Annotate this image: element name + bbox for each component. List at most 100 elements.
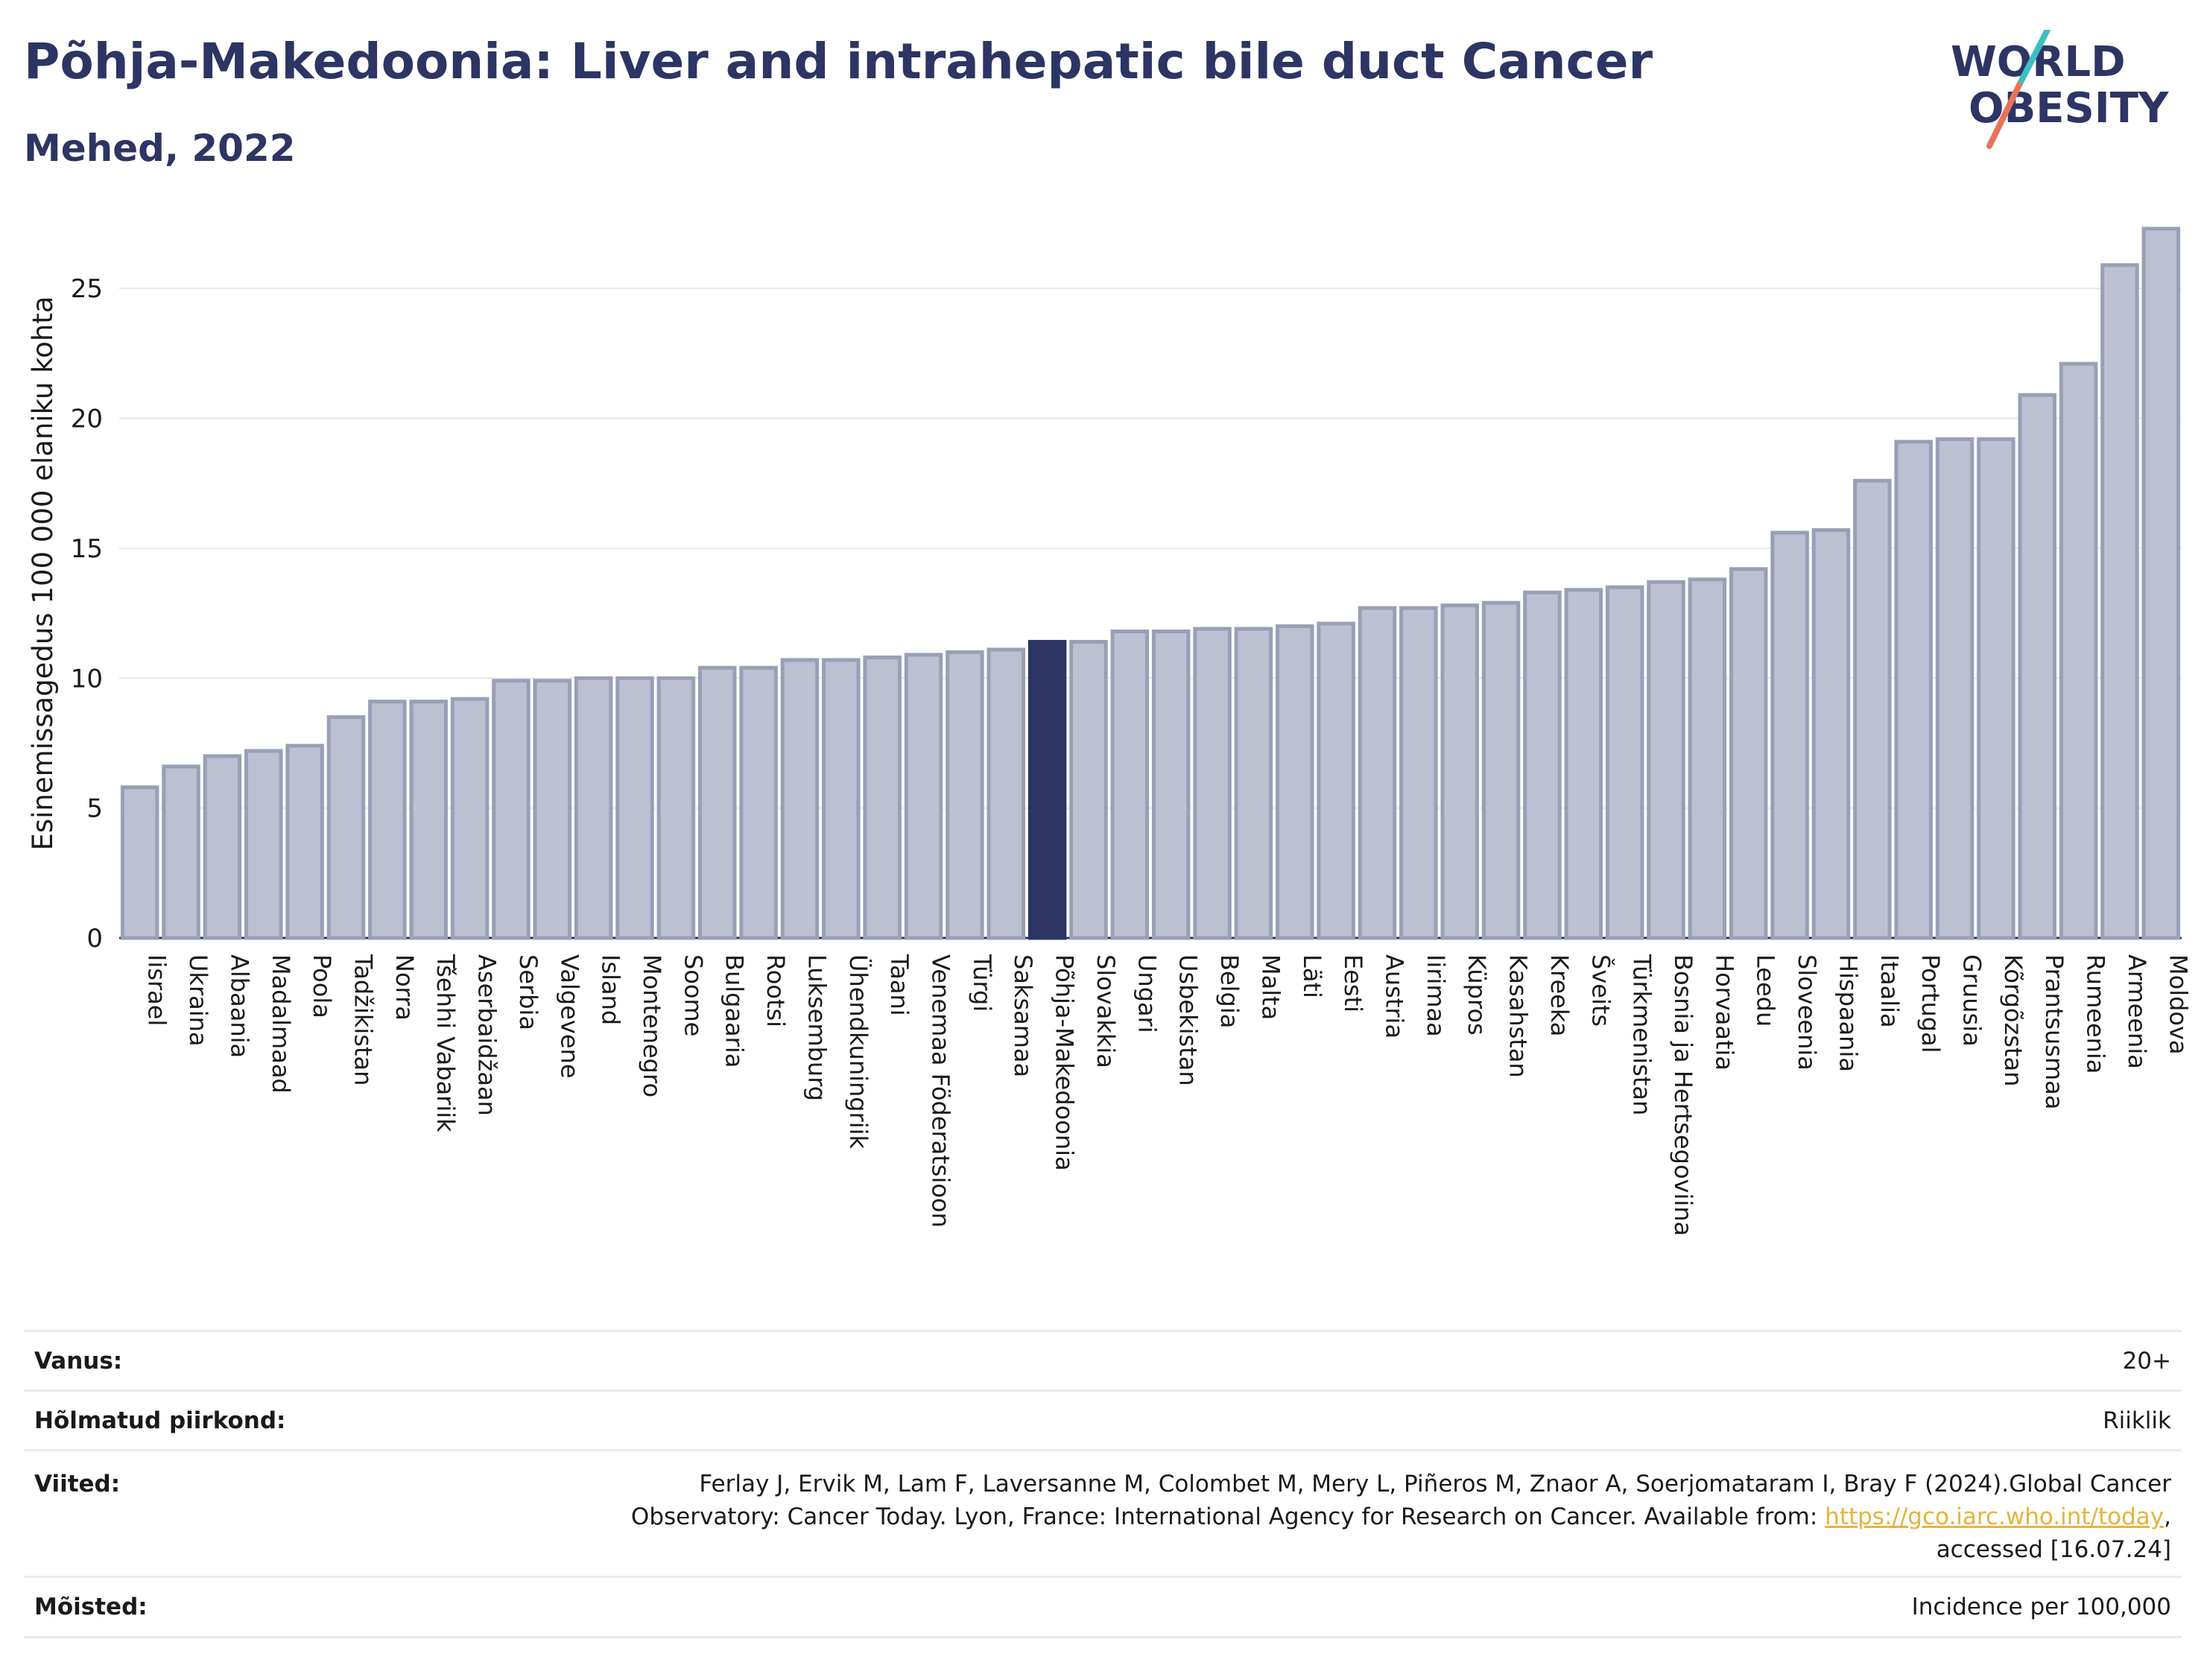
bar xyxy=(244,749,283,940)
bar xyxy=(1069,639,1108,940)
x-tick-label: Šveits xyxy=(1586,954,1615,1027)
bar xyxy=(1811,527,1851,940)
x-tick-label: Sloveenia xyxy=(1793,954,1821,1071)
x-tick-label: Iirimaa xyxy=(1422,954,1450,1037)
x-tick-label: Serbia xyxy=(514,954,542,1030)
bar xyxy=(1151,630,1191,940)
x-tick-label: Montenegro xyxy=(638,954,666,1097)
bar xyxy=(1605,585,1644,940)
x-tick-label: Tadžikistan xyxy=(349,954,377,1085)
bar xyxy=(1440,603,1479,940)
info-row-region: Hõlmatud piirkond: Riiklik xyxy=(24,1389,2182,1449)
x-tick-label: Armeenia xyxy=(2123,954,2151,1069)
bar xyxy=(1276,624,1314,940)
world-obesity-logo: WORLD OBESITY xyxy=(1951,30,2170,149)
bar xyxy=(987,647,1025,940)
bar-chart: 0 5 10 15 20 25 Iisrael Ukraina Albaania Madalma… xyxy=(27,226,2193,1236)
x-tick-label: Gruusia xyxy=(1958,954,1986,1047)
bar xyxy=(1399,606,1438,940)
x-tick-label: Kreeka xyxy=(1545,954,1574,1036)
bar xyxy=(1317,621,1355,940)
x-tick-label: Norra xyxy=(390,954,419,1021)
x-tick-label: Austria xyxy=(1380,954,1408,1039)
x-tick-label: Kõrgõzstan xyxy=(1999,954,2027,1086)
bar xyxy=(1564,588,1603,940)
bar xyxy=(368,700,407,940)
bar xyxy=(326,715,366,940)
x-tick-label: Valgevene xyxy=(555,954,583,1079)
y-tick-label: 20 xyxy=(71,405,103,434)
bar xyxy=(1894,440,1933,940)
x-tick-label: Aserbaidžaan xyxy=(473,954,501,1116)
x-tick-label: Soome xyxy=(679,954,707,1036)
bar xyxy=(1358,606,1397,940)
x-tick-label: Bosnia ja Hertsegoviina xyxy=(1669,954,1697,1236)
x-tick-label: Hispaania xyxy=(1834,954,1862,1072)
x-tick-label: Taani xyxy=(885,954,913,1016)
bar xyxy=(863,655,902,940)
x-tick-label: Eesti xyxy=(1339,954,1367,1012)
bar xyxy=(904,653,943,940)
x-tick-label: Ukraina xyxy=(184,954,212,1047)
bar xyxy=(285,744,324,940)
y-tick-label: 5 xyxy=(86,794,103,824)
x-tick-label: Moldova xyxy=(2164,954,2192,1055)
x-tick-label: Türgi xyxy=(968,954,996,1012)
age-label: Vanus: xyxy=(34,1347,123,1375)
x-tick-label: Island xyxy=(597,954,625,1025)
bar xyxy=(697,665,737,940)
x-tick-label: Türkmenistan xyxy=(1628,954,1656,1115)
bar xyxy=(1729,567,1768,940)
x-tick-label: Poola xyxy=(308,954,336,1018)
bar xyxy=(1234,627,1273,940)
definitions-value: Incidence per 100,000 xyxy=(1911,1594,2171,1620)
bar xyxy=(1193,627,1232,940)
x-tick-label: Rumeenia xyxy=(2082,954,2110,1074)
page-subtitle: Mehed, 2022 xyxy=(24,127,296,170)
x-tick-label: Põhja-Makedoonia xyxy=(1051,954,1079,1171)
bar xyxy=(2141,226,2181,940)
bar xyxy=(492,679,531,940)
bar xyxy=(1647,580,1685,940)
x-tick-label: Küpros xyxy=(1463,954,1491,1036)
bar xyxy=(203,754,242,940)
x-tick-label: Itaalia xyxy=(1875,954,1904,1028)
bar xyxy=(656,676,696,940)
x-tick-label: Kasahstan xyxy=(1504,954,1533,1078)
bars xyxy=(120,226,2181,940)
x-tick-label: Venemaa Föderatsioon xyxy=(927,954,955,1228)
y-tick-label: 0 xyxy=(86,924,103,954)
bar xyxy=(1481,600,1521,940)
references-link[interactable]: https://gco.iarc.who.int/today xyxy=(1825,1503,2165,1530)
x-tick-label: Prantsusmaa xyxy=(2040,954,2068,1109)
y-axis-ticks: 0 5 10 15 20 25 xyxy=(71,274,103,954)
info-row-references: Viited: Ferlay J, Ervik M, Lam F, Lavers… xyxy=(24,1449,2182,1576)
x-tick-label: Saksamaa xyxy=(1009,954,1037,1077)
y-tick-label: 15 xyxy=(71,534,103,564)
x-tick-label: Malta xyxy=(1256,954,1285,1020)
bar xyxy=(822,658,861,940)
x-tick-label: Luksemburg xyxy=(802,954,831,1101)
y-tick-label: 10 xyxy=(71,664,103,694)
bar xyxy=(1935,437,1975,940)
bar xyxy=(409,700,448,940)
bar xyxy=(1523,590,1562,940)
references-value: Ferlay J, Ervik M, Lam F, Laversanne M, … xyxy=(631,1468,2182,1566)
definitions-label: Mõisted: xyxy=(34,1594,148,1620)
y-tick-label: 25 xyxy=(71,274,103,304)
info-row-age: Vanus: 20+ xyxy=(24,1330,2182,1389)
page-title: Põhja-Makedoonia: Liver and intrahepatic… xyxy=(24,33,1653,90)
x-tick-label: Madalmaad xyxy=(267,954,295,1094)
bar xyxy=(615,676,654,940)
bar xyxy=(739,665,778,940)
y-axis-label: Esinemissagedus 100 000 elaniku kohta xyxy=(27,296,59,850)
bar xyxy=(1853,478,1892,940)
bar xyxy=(946,650,984,940)
x-tick-label: Ühendkuningriik xyxy=(844,954,873,1150)
references-line-1: Ferlay J, Ervik M, Lam F, Laversanne M, … xyxy=(699,1471,2171,1497)
references-line-2-prefix: Observatory: Cancer Today. Lyon, France:… xyxy=(630,1503,1825,1530)
x-axis-ticks: Iisrael Ukraina Albaania Madalmaad Poola Tadž… xyxy=(143,954,2193,1236)
age-value: 20+ xyxy=(2122,1347,2171,1375)
bar xyxy=(1770,530,1809,940)
bar xyxy=(162,764,200,940)
